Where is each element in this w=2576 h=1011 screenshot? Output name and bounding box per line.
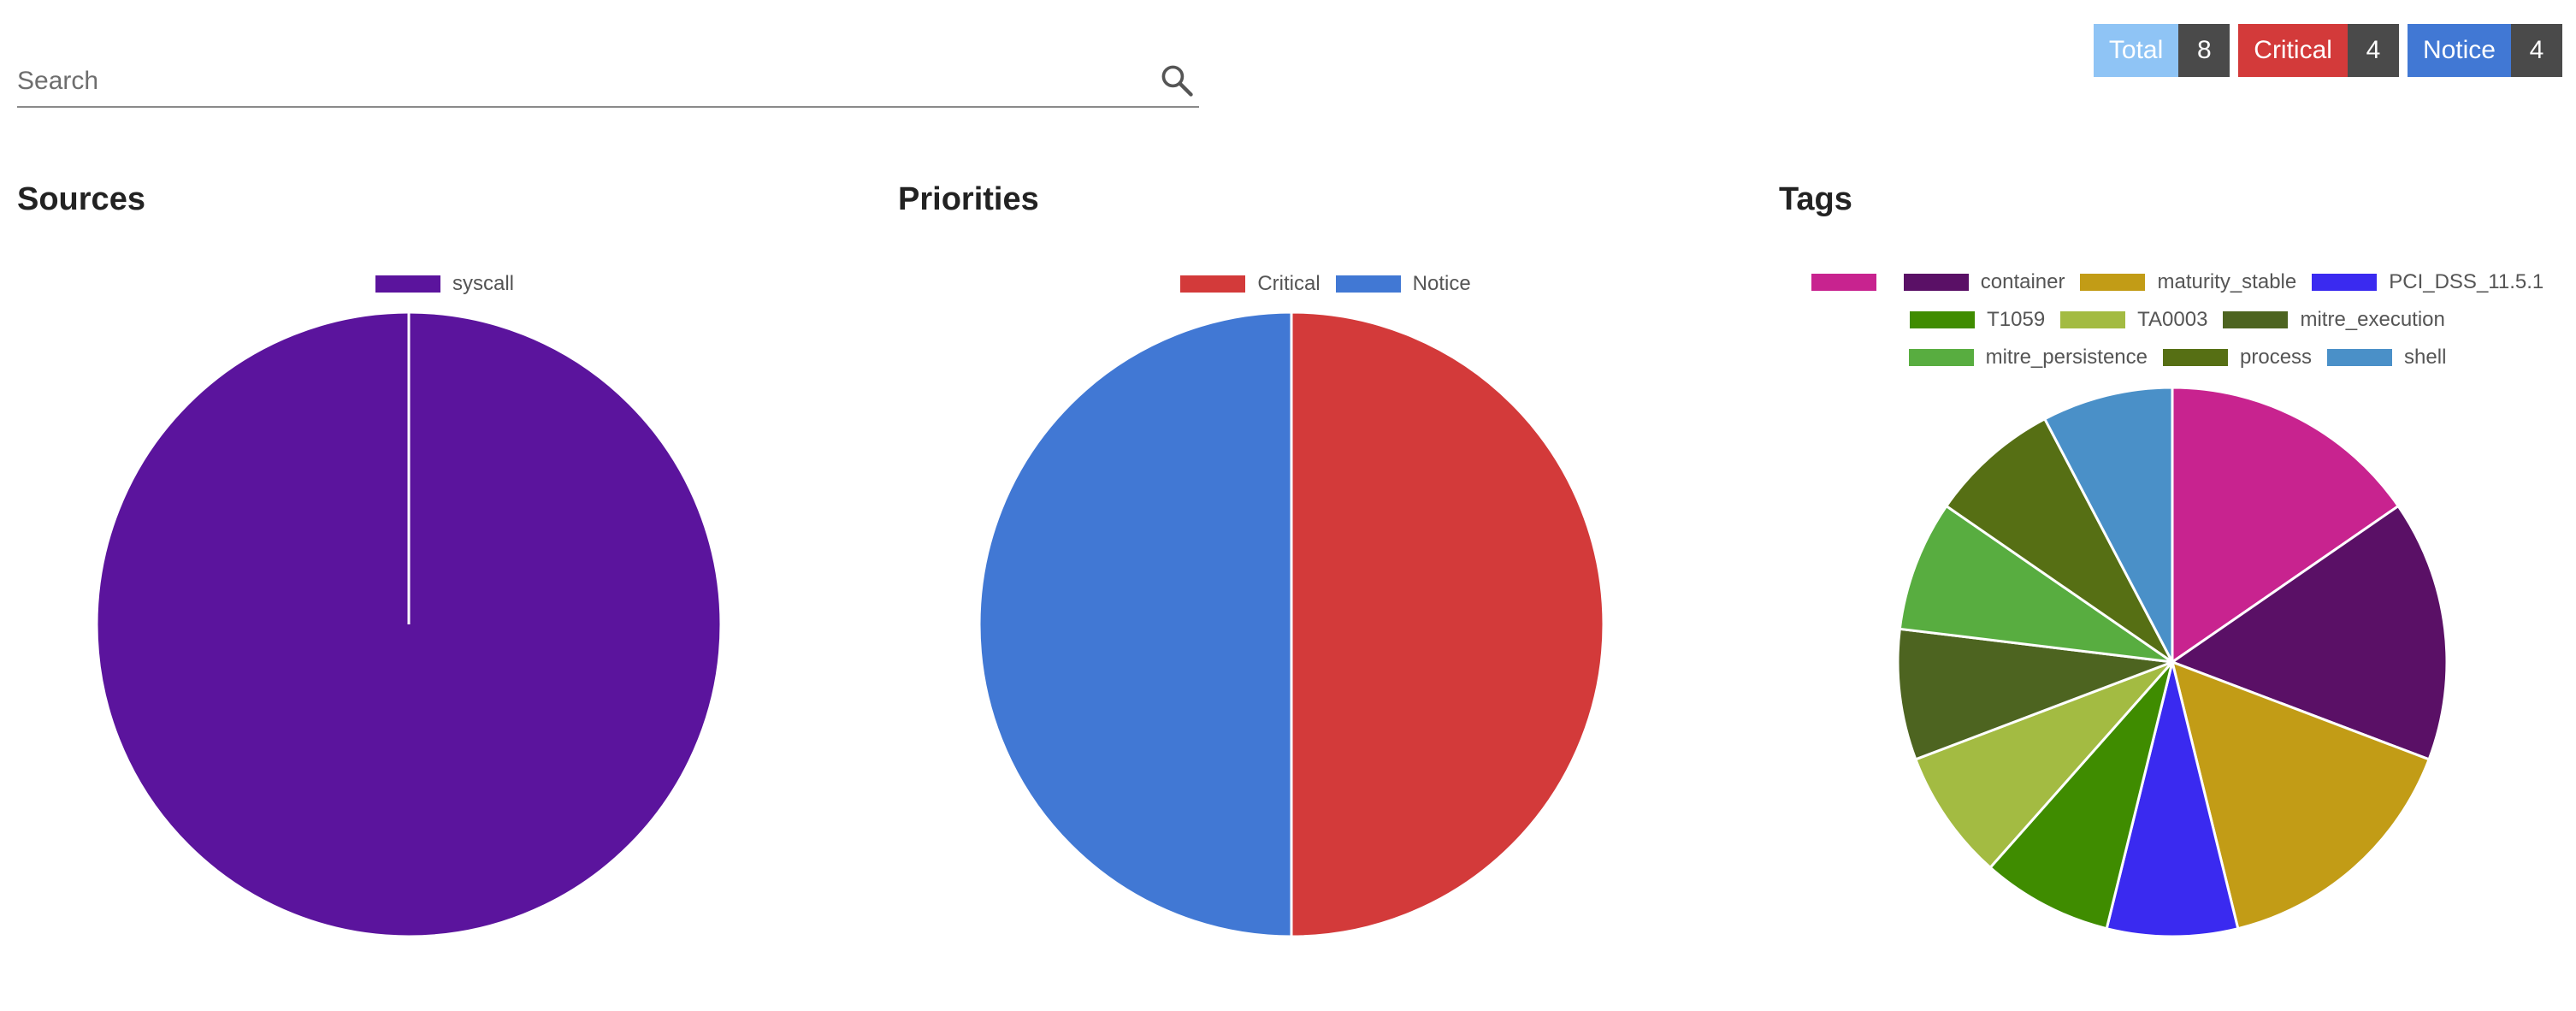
legend-swatch [2223,311,2289,328]
legend-label: mitre_persistence [1985,346,2148,369]
tags-slice-ta0003[interactable] [1913,660,2174,870]
priorities-panel: Priorities Critical Notice [898,171,1753,992]
legend-swatch [2327,349,2393,366]
legend-label: T1059 [1987,308,2046,331]
priorities-pie-chart [978,310,1605,938]
tags-slice-process[interactable] [1944,417,2174,664]
tags-slice-mitre-persistence[interactable] [1898,504,2173,664]
tags-slice-mitre-execution[interactable] [1896,627,2173,761]
tags-legend-item-t1059[interactable]: T1059 [1910,301,2045,339]
legend-label: container [1980,270,2065,293]
counter-critical[interactable]: Critical 4 [2238,24,2399,77]
counter-total-value: 8 [2178,24,2230,77]
sources-legend: syscall [17,265,872,303]
sources-legend-item-syscall[interactable]: syscall [375,265,514,303]
counter-group: Total 8 Critical 4 Notice 4 [2093,24,2562,77]
tags-slice-shell[interactable] [2042,386,2174,663]
legend-swatch [2060,311,2126,328]
tags-legend-item-maturity-stable[interactable]: maturity_stable [2080,263,2296,301]
priorities-title: Priorities [898,181,1039,217]
legend-label: TA0003 [2137,308,2208,331]
legend-swatch [1903,274,1969,291]
search-input[interactable] [17,60,1129,103]
tags-legend-item-container[interactable]: container [1903,263,2065,301]
tags-slice-maturity-stable[interactable] [2170,659,2431,931]
tags-slice-unlabeled[interactable] [2171,386,2401,665]
tags-title: Tags [1779,181,1852,217]
tags-slice-pci-dss-11-5-1[interactable] [2105,661,2240,938]
legend-label: mitre_execution [2300,308,2445,331]
search-bar [17,51,1199,108]
legend-swatch [2163,349,2228,366]
legend-swatch [1180,275,1246,293]
tags-legend: container maturity_stable PCI_DSS_11.5.1 T1… [1779,263,2576,376]
counter-critical-label: Critical [2238,24,2348,77]
legend-swatch [1910,311,1976,328]
search-icon[interactable] [1158,62,1196,99]
priorities-slice-critical[interactable] [1290,310,1605,938]
tags-legend-item-process[interactable]: process [2163,339,2312,376]
legend-label: PCI_DSS_11.5.1 [2389,270,2544,293]
legend-swatch [1335,275,1401,293]
legend-label: maturity_stable [2157,270,2297,293]
sources-pie-chart [95,310,723,938]
legend-label: Notice [1412,272,1471,295]
priorities-legend-item-critical[interactable]: Critical [1180,265,1320,303]
legend-swatch [2080,274,2146,291]
priorities-legend-item-notice[interactable]: Notice [1335,265,1471,303]
legend-label: shell [2404,346,2447,369]
sources-title: Sources [17,181,145,217]
tags-slice-t1059[interactable] [1988,661,2174,931]
legend-swatch [1811,274,1876,291]
tags-legend-item-mitre-persistence[interactable]: mitre_persistence [1908,339,2148,376]
legend-label: process [2240,346,2313,369]
tags-legend-item-ta0003[interactable]: TA0003 [2060,301,2207,339]
legend-label: syscall [452,272,514,295]
counter-total-label: Total [2093,24,2179,77]
tags-legend-item-pci-dss-11-5-1[interactable]: PCI_DSS_11.5.1 [2312,263,2544,301]
counter-total[interactable]: Total 8 [2093,24,2230,77]
sources-panel: Sources syscall [17,171,872,992]
tags-legend-item-shell[interactable]: shell [2327,339,2446,376]
tags-legend-item-unlabeled[interactable] [1811,263,1888,301]
legend-swatch [2312,274,2378,291]
tags-slice-container[interactable] [2169,504,2449,761]
counter-notice[interactable]: Notice 4 [2407,24,2562,77]
legend-label: Critical [1257,272,1320,295]
legend-swatch [375,275,440,293]
priorities-slice-notice[interactable] [978,310,1293,938]
counter-critical-value: 4 [2347,24,2399,77]
tags-legend-item-mitre-execution[interactable]: mitre_execution [2223,301,2445,339]
counter-notice-value: 4 [2511,24,2562,77]
priorities-legend: Critical Notice [898,265,1753,303]
counter-notice-label: Notice [2407,24,2511,77]
legend-swatch [1908,349,1974,366]
tags-panel: Tags container maturity_stable PCI_DSS_11.… [1779,171,2576,992]
tags-pie-chart [1896,386,2449,938]
